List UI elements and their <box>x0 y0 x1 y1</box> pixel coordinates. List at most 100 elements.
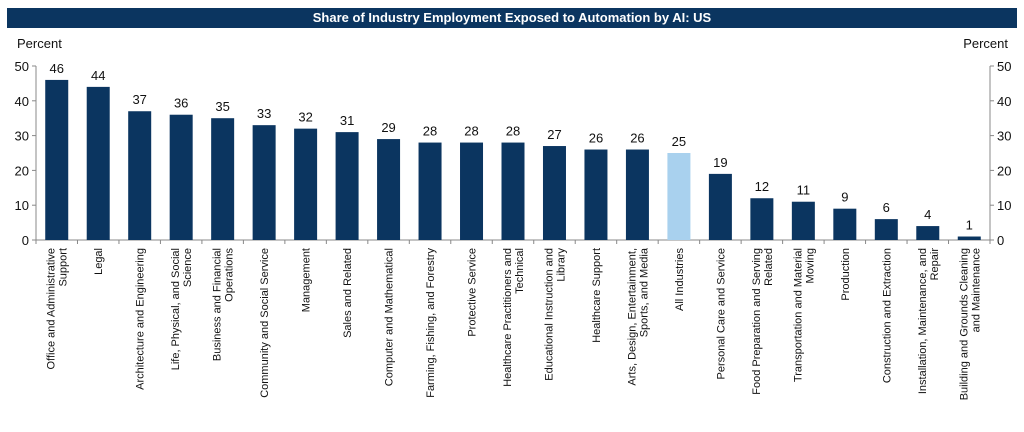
bar <box>335 132 359 240</box>
bar <box>377 139 401 240</box>
data-label: 6 <box>883 200 890 215</box>
bar <box>874 219 898 240</box>
x-tick-label-line: Operations <box>224 248 236 302</box>
data-label: 26 <box>589 131 603 146</box>
x-tick-label-line: Protective Service <box>467 248 479 337</box>
x-tick-label-line: Legal <box>93 248 105 275</box>
data-label: 44 <box>91 68 105 83</box>
x-tick-label: Installation, Maintenance, andRepair <box>917 248 941 394</box>
data-label: 11 <box>797 183 811 198</box>
x-tick-label: Production <box>840 248 852 301</box>
data-label: 12 <box>755 179 769 194</box>
bar <box>916 226 940 240</box>
bar <box>791 201 815 240</box>
data-label: 27 <box>547 127 561 142</box>
bar <box>750 198 774 240</box>
x-tick-label-line: Moving <box>804 248 816 283</box>
data-label: 28 <box>506 124 520 139</box>
x-tick-label-line: Construction and Extraction <box>881 248 893 383</box>
x-tick-label: Healthcare Support <box>591 248 603 343</box>
x-tick-label: Business and FinancialOperations <box>212 248 236 362</box>
y-tick-label-left: 50 <box>15 59 29 74</box>
y-axis-label-right: Percent <box>963 36 1008 51</box>
bar <box>418 142 442 240</box>
x-tick-label-line: Farming, Fishing, and Forestry <box>425 248 437 398</box>
data-label: 9 <box>841 190 848 205</box>
bar <box>625 149 649 240</box>
x-tick-label: Protective Service <box>467 248 479 337</box>
x-tick-label-line: Library <box>555 248 567 282</box>
x-tick-label-line: Arts, Design, Entertainment, <box>626 248 638 386</box>
x-tick-label-line: and Maintenance <box>970 248 982 332</box>
x-tick-label-line: Repair <box>929 248 941 281</box>
x-tick-label: Construction and Extraction <box>881 248 893 383</box>
data-label: 31 <box>340 113 354 128</box>
x-tick-label: Farming, Fishing, and Forestry <box>425 248 437 398</box>
y-tick-label-right: 0 <box>997 233 1004 248</box>
x-tick-label-line: Building and Grounds Cleaning <box>958 248 970 400</box>
data-label: 1 <box>966 218 973 233</box>
bar <box>584 149 608 240</box>
data-label: 26 <box>630 131 644 146</box>
x-tick-label-line: Business and Financial <box>212 248 224 361</box>
x-tick-label-line: Food Preparation and Serving <box>751 248 763 395</box>
x-tick-label-line: Sports, and Media <box>638 247 650 337</box>
y-tick-label-right: 50 <box>997 59 1011 74</box>
x-tick-label: Educational Instruction andLibrary <box>543 248 567 381</box>
x-tick-label-line: Science <box>182 248 194 287</box>
x-tick-label: Legal <box>93 248 105 275</box>
data-label: 28 <box>464 124 478 139</box>
x-tick-label-line: Support <box>58 248 70 287</box>
x-tick-label-line: Life, Physical, and Social <box>170 248 182 370</box>
bar <box>833 208 857 240</box>
chart-title: Share of Industry Employment Exposed to … <box>7 8 1017 28</box>
y-tick-label-left: 0 <box>22 233 29 248</box>
x-tick-label-line: Sales and Related <box>342 248 354 338</box>
bar <box>294 128 318 240</box>
y-tick-label-right: 40 <box>997 94 1011 109</box>
x-tick-label-line: Personal Care and Service <box>715 248 727 379</box>
x-tick-label: Food Preparation and ServingRelated <box>751 248 775 395</box>
y-tick-label-right: 10 <box>997 198 1011 213</box>
bar <box>169 114 193 240</box>
x-tick-label: Life, Physical, and SocialScience <box>170 248 194 370</box>
x-tick-label-line: Office and Administrative <box>46 248 58 369</box>
bar <box>501 142 525 240</box>
x-tick-label-line: Architecture and Engineering <box>135 248 147 390</box>
x-tick-label: Personal Care and Service <box>715 248 727 379</box>
x-tick-label: Office and AdministrativeSupport <box>46 248 70 369</box>
bar <box>211 118 235 240</box>
y-tick-label-left: 30 <box>15 129 29 144</box>
x-tick-label-line: Related <box>763 248 775 286</box>
data-label: 36 <box>174 96 188 111</box>
data-label: 25 <box>672 134 686 149</box>
x-tick-label-line: Installation, Maintenance, and <box>917 248 929 394</box>
x-tick-label: Healthcare Practitioners andTechnical <box>502 248 526 387</box>
y-tick-label-right: 20 <box>997 163 1011 178</box>
data-label: 28 <box>423 124 437 139</box>
x-tick-label-line: Transportation and Material <box>792 248 804 382</box>
data-label: 32 <box>298 110 312 125</box>
bar <box>460 142 484 240</box>
bar <box>128 111 152 241</box>
y-tick-label-left: 10 <box>15 198 29 213</box>
bar <box>86 86 110 240</box>
x-tick-label: Arts, Design, Entertainment,Sports, and … <box>626 247 650 385</box>
data-label: 4 <box>924 207 931 222</box>
x-tick-label-line: Production <box>840 248 852 301</box>
y-tick-label-right: 30 <box>997 129 1011 144</box>
y-tick-label-left: 40 <box>15 94 29 109</box>
bar <box>957 236 981 240</box>
bar <box>667 153 691 240</box>
x-tick-label: Transportation and MaterialMoving <box>792 248 816 382</box>
data-label: 35 <box>215 99 229 114</box>
data-label: 29 <box>381 120 395 135</box>
data-label: 46 <box>50 61 64 76</box>
x-tick-label: Sales and Related <box>342 248 354 338</box>
y-tick-label-left: 20 <box>15 163 29 178</box>
x-tick-label-line: Management <box>301 248 313 312</box>
x-tick-label: Management <box>301 248 313 312</box>
x-tick-label-line: Computer and Mathematical <box>384 248 396 386</box>
x-tick-label-line: Technical <box>514 248 526 294</box>
